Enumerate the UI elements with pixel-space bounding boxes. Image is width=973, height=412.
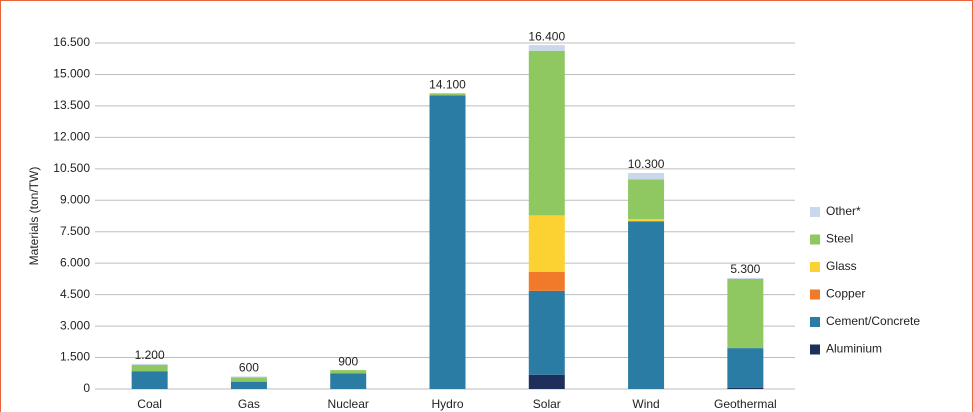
x-tick-label: Geothermal xyxy=(714,397,777,411)
bar-segment xyxy=(429,93,466,96)
y-tick-label: 7.500 xyxy=(60,224,90,238)
y-tick-label: 3.000 xyxy=(60,318,90,332)
legend-swatch xyxy=(810,289,820,300)
legend-swatch xyxy=(810,234,820,245)
total-label: 600 xyxy=(239,361,259,375)
bar-segment xyxy=(131,363,168,365)
x-tick-label: Hydro xyxy=(431,397,463,411)
legend-label: Cement/Concrete xyxy=(826,314,920,328)
bar-segment xyxy=(727,278,764,349)
bar-segment xyxy=(528,271,565,291)
bar-segment xyxy=(230,381,267,389)
bar-segment xyxy=(230,377,267,382)
y-tick-label: 16.500 xyxy=(53,35,90,49)
bar-segment xyxy=(628,219,665,222)
x-tick-label: Solar xyxy=(533,397,561,411)
bar-segment xyxy=(528,374,565,389)
total-label: 10.300 xyxy=(628,157,665,171)
total-label: 5.300 xyxy=(730,262,760,276)
bar-segment xyxy=(230,376,267,378)
x-tick-label: Gas xyxy=(238,397,260,411)
legend-swatch xyxy=(810,344,820,355)
bar-segment xyxy=(528,45,565,51)
total-label: 14.100 xyxy=(429,77,466,91)
y-axis-label: Materials (ton/TW) xyxy=(27,167,41,266)
y-tick-label: 0 xyxy=(83,381,90,395)
bar-segment xyxy=(131,371,168,389)
y-tick-label: 12.000 xyxy=(53,130,90,144)
bar-segment xyxy=(528,215,565,272)
bar-segment xyxy=(628,221,665,389)
bar-segment xyxy=(727,348,764,388)
x-tick-label: Nuclear xyxy=(328,397,369,411)
bar-segment xyxy=(727,387,764,389)
y-tick-label: 1.500 xyxy=(60,350,90,364)
y-tick-label: 13.500 xyxy=(53,98,90,112)
legend-swatch xyxy=(810,207,820,217)
x-tick-label: Wind xyxy=(632,397,659,411)
legend-label: Aluminium xyxy=(826,342,882,356)
bar-segment xyxy=(330,370,367,374)
bar-segment xyxy=(429,95,466,389)
legend-label: Steel xyxy=(826,232,853,246)
bar-segment xyxy=(528,290,565,375)
y-tick-label: 10.500 xyxy=(53,161,90,175)
total-label: 16.400 xyxy=(528,29,565,43)
y-tick-label: 4.500 xyxy=(60,287,90,301)
bar-segment xyxy=(628,179,665,220)
bar-segment xyxy=(528,50,565,216)
legend-label: Copper xyxy=(826,287,865,301)
legend-label: Glass xyxy=(826,259,857,273)
y-tick-label: 9.000 xyxy=(60,192,90,206)
bar-segment xyxy=(330,373,367,389)
legend-swatch xyxy=(810,317,820,327)
bar-segment xyxy=(131,364,168,372)
bar-segment xyxy=(628,173,665,180)
total-label: 900 xyxy=(338,354,358,368)
total-label: 1.200 xyxy=(135,348,165,362)
x-tick-label: Coal xyxy=(137,397,162,411)
bar-segment xyxy=(727,277,764,279)
y-tick-label: 15.000 xyxy=(53,67,90,81)
legend-swatch xyxy=(810,262,820,272)
y-tick-label: 6.000 xyxy=(60,255,90,269)
legend-label: Other* xyxy=(826,204,861,218)
